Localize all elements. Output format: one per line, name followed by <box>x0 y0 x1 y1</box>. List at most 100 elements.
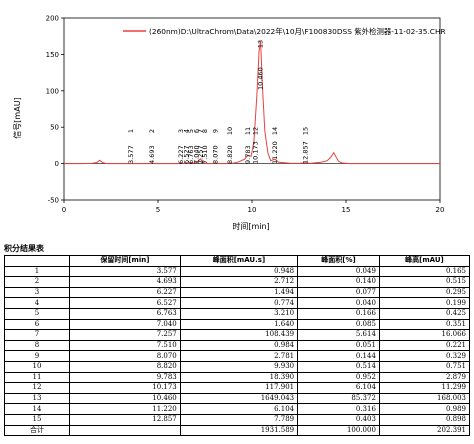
table-cell: 13 <box>4 392 70 405</box>
x-axis-label: 时间[min] <box>232 221 269 231</box>
table-cell: 4 <box>4 297 70 309</box>
peak-label: 11.220 <box>271 141 279 164</box>
x-tick-label: 5 <box>156 206 160 214</box>
table-cell: 0.051 <box>297 339 380 352</box>
table-row: 13 10.460 1649.043 85.372 168.003 <box>4 392 471 405</box>
table-cell: 5 <box>4 307 70 320</box>
peak-label: 7.040 <box>192 145 200 164</box>
table-cell: 15 <box>4 413 70 426</box>
x-tick-label: 0 <box>62 206 66 214</box>
series-line <box>64 41 440 165</box>
table-cell: 0.984 <box>179 339 299 352</box>
table-header-cell: 峰面积[%] <box>297 255 380 267</box>
table-cell: 10 <box>4 360 70 373</box>
table-body: 1 3.577 0.948 0.049 0.165 2 4.693 2.712 0.140 0.5… <box>4 265 471 437</box>
legend-label: (260nm)D:\UltraChrom\Data\2022年\10月\F100… <box>149 27 446 36</box>
table-row: 9 8.070 2.781 0.144 0.329 <box>4 350 471 362</box>
integration-table: 保留时间[min] 峰面积[mAU.s] 峰面积[%] 峰高[mAU] 1 3.577 0… <box>4 255 471 437</box>
table-row: 14 11.220 6.104 0.316 0.989 <box>4 403 471 415</box>
table-cell: 8.820 <box>69 360 181 373</box>
table-cell: 0.425 <box>378 307 471 320</box>
chart-series <box>64 41 440 165</box>
table-row: 10 8.820 9.930 0.514 0.751 <box>4 360 471 373</box>
table-row: 2 4.693 2.712 0.140 0.515 <box>4 276 471 288</box>
x-tick-label: 10 <box>248 206 257 214</box>
table-cell: 6.104 <box>179 403 299 415</box>
peak-number: 6 <box>192 129 200 133</box>
table-cell: 8.070 <box>69 350 181 362</box>
table-cell: 0.898 <box>378 413 471 426</box>
peak-label: 6.527 <box>183 145 191 164</box>
table-cell: 14 <box>4 403 70 415</box>
table-cell: 85.372 <box>297 392 380 405</box>
table-cell: 1.640 <box>179 318 299 331</box>
table-row: 5 6.763 3.210 0.166 0.425 <box>4 307 471 320</box>
table-cell: 3 <box>4 286 70 299</box>
peak-label: 3.577 <box>127 145 135 164</box>
table-cell: 0.329 <box>378 350 471 362</box>
peak-number: 4 <box>183 129 191 133</box>
table-row: 11 9.783 18.390 0.952 2.879 <box>4 371 471 384</box>
table-cell: 0.948 <box>179 265 299 278</box>
table-cell: 11.299 <box>378 382 471 394</box>
table-cell: 0.199 <box>378 297 471 309</box>
table-cell: 0.514 <box>297 360 380 373</box>
table-row: 4 6.527 0.774 0.040 0.199 <box>4 297 471 309</box>
table-cell: 11.220 <box>69 403 181 415</box>
peak-number: 7 <box>196 129 204 133</box>
table-cell: 6.763 <box>69 307 181 320</box>
peak-number: 13 <box>257 40 265 48</box>
x-tick-label: 20 <box>436 206 445 214</box>
table-header-cell: 峰高[mAU] <box>378 255 471 267</box>
table-cell: 1931.589 <box>179 424 299 437</box>
table-cell: 6.527 <box>69 297 181 309</box>
peak-label: 6.763 <box>187 145 195 164</box>
table-cell: 7.257 <box>69 329 181 341</box>
table-header-cell: 峰面积[mAU.s] <box>179 255 299 267</box>
table-cell: 9.930 <box>179 360 299 373</box>
table-cell: 2.879 <box>378 371 471 384</box>
peak-label: 10.460 <box>257 67 265 90</box>
table-cell: 0.140 <box>297 276 380 288</box>
table-row: 6 7.040 1.640 0.085 0.351 <box>4 318 471 331</box>
table-cell: 0.040 <box>297 297 380 309</box>
table-cell: 12.857 <box>69 413 181 426</box>
peak-label: 8.070 <box>212 145 220 164</box>
peak-number: 12 <box>251 127 259 135</box>
table-cell: 0.221 <box>378 339 471 352</box>
table-cell: 1.494 <box>179 286 299 299</box>
table-cell: 10.173 <box>69 382 181 394</box>
table-cell: 12 <box>4 382 70 394</box>
peak-number: 14 <box>271 127 279 135</box>
peak-number: 8 <box>201 129 209 133</box>
peak-number: 5 <box>187 129 195 133</box>
table-cell: 1 <box>4 265 70 278</box>
table-cell: 0.144 <box>297 350 380 362</box>
peak-number: 2 <box>148 129 156 133</box>
peak-label: 4.693 <box>148 145 156 164</box>
x-tick-label: 15 <box>342 206 351 214</box>
peak-label: 6.227 <box>177 145 185 164</box>
table-cell: 10.460 <box>69 392 181 405</box>
table-cell: 0.316 <box>297 403 380 415</box>
table-cell: 0.165 <box>378 265 471 278</box>
table-cell: 2.712 <box>179 276 299 288</box>
table-header-row: 保留时间[min] 峰面积[mAU.s] 峰面积[%] 峰高[mAU] <box>4 255 471 267</box>
table-cell: 7 <box>4 329 70 341</box>
table-cell: 0.295 <box>378 286 471 299</box>
table-cell: 18.390 <box>179 371 299 384</box>
table-cell: 2.781 <box>179 350 299 362</box>
table-cell: 0.515 <box>378 276 471 288</box>
table-cell: 0.085 <box>297 318 380 331</box>
table-cell: 6 <box>4 318 70 331</box>
table-cell: 100.000 <box>297 424 380 437</box>
table-row: 7 7.257 108.439 5.614 16.066 <box>4 329 471 341</box>
peak-label: 7.257 <box>196 145 204 164</box>
table-row: 12 10.173 117.901 6.104 11.299 <box>4 382 471 394</box>
y-tick-label: -50 <box>48 197 59 205</box>
table-cell <box>69 424 181 437</box>
table-cell: 0.774 <box>179 297 299 309</box>
peak-number: 15 <box>302 127 310 135</box>
